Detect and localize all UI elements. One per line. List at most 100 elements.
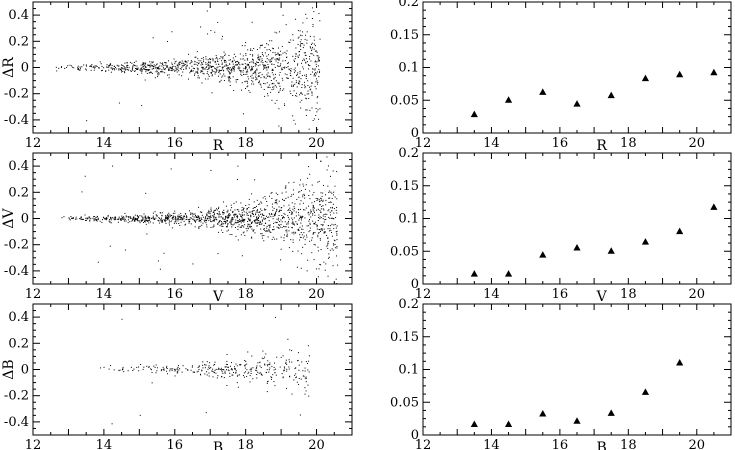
residual-point: [297, 72, 299, 74]
residual-point: [261, 52, 263, 54]
residual-point: [269, 224, 271, 226]
residual-point: [134, 219, 136, 221]
residual-point: [292, 231, 294, 233]
residual-point: [168, 69, 170, 71]
residual-point: [273, 77, 275, 79]
residual-point: [227, 211, 229, 213]
residual-point: [312, 68, 314, 70]
residual-point: [315, 197, 317, 199]
residual-point: [280, 236, 282, 238]
residual-point: [121, 68, 123, 70]
residual-point: [280, 63, 282, 65]
residual-point: [313, 75, 315, 77]
residual-point: [317, 219, 319, 221]
residual-point: [98, 67, 100, 69]
residual-point: [301, 74, 303, 76]
residual-point: [312, 46, 314, 48]
residual-point: [264, 222, 266, 224]
residual-point: [208, 375, 210, 377]
residual-point: [292, 55, 294, 57]
residual-point: [290, 68, 292, 70]
residual-point: [300, 39, 302, 41]
residual-point: [244, 367, 246, 369]
residual-point: [236, 215, 238, 217]
residual-point: [295, 47, 297, 49]
residual-point: [253, 219, 255, 221]
residual-point: [68, 218, 70, 220]
residual-point: [174, 63, 176, 65]
residual-point: [228, 215, 230, 217]
residual-point: [236, 63, 238, 65]
residual-point: [94, 218, 96, 220]
residual-point: [68, 217, 70, 219]
residual-point: [190, 223, 192, 225]
residual-point: [108, 220, 110, 222]
residual-point: [171, 67, 173, 69]
residual-point: [313, 36, 315, 38]
x-tick-label: 20: [308, 438, 325, 450]
residual-point: [300, 208, 302, 210]
residual-point: [298, 76, 300, 78]
rms-triangle-point: [573, 243, 581, 251]
residual-point: [278, 59, 280, 61]
residual-point: [320, 217, 322, 219]
residual-point: [112, 165, 114, 167]
y-tick-label: 0.15: [390, 28, 419, 43]
residual-point: [277, 219, 279, 221]
residual-point: [156, 71, 158, 73]
residual-point: [136, 366, 138, 368]
residual-point: [198, 206, 200, 208]
residual-point: [160, 370, 162, 372]
residual-point: [122, 67, 124, 69]
residual-point: [260, 213, 262, 215]
residual-point: [159, 268, 161, 270]
residual-point: [271, 72, 273, 74]
residual-point: [254, 221, 256, 223]
residual-point: [227, 217, 229, 219]
residual-point: [270, 50, 272, 52]
residual-point: [162, 67, 164, 69]
residual-point: [145, 67, 147, 69]
residual-point: [116, 218, 118, 220]
residual-point: [261, 237, 263, 239]
residual-point: [274, 238, 276, 240]
residual-point: [286, 57, 288, 59]
residual-point: [134, 220, 136, 222]
residual-point: [229, 72, 231, 74]
residual-point: [239, 374, 241, 376]
residual-point: [285, 362, 287, 364]
residual-point: [272, 74, 274, 76]
residual-point: [110, 222, 112, 224]
y-tick-label: 0.4: [8, 8, 29, 23]
residual-point: [332, 203, 334, 205]
residual-point: [221, 222, 223, 224]
residual-point: [167, 60, 169, 62]
residual-point: [238, 220, 240, 222]
residual-point: [249, 369, 251, 371]
residual-point: [292, 221, 294, 223]
residual-point: [278, 91, 280, 93]
residual-point: [299, 184, 301, 186]
residual-point: [318, 214, 320, 216]
residual-point: [170, 220, 172, 222]
residual-point: [260, 61, 262, 63]
residual-point: [219, 369, 221, 371]
residual-point: [86, 217, 88, 219]
residual-point: [255, 222, 257, 224]
residual-point: [329, 228, 331, 230]
residual-point: [241, 209, 243, 211]
residual-point: [312, 233, 314, 235]
residual-point: [201, 369, 203, 371]
residual-point: [126, 64, 128, 66]
residual-point: [306, 234, 308, 236]
residual-point: [281, 227, 283, 229]
residual-point: [227, 70, 229, 72]
residual-point: [205, 217, 207, 219]
residual-point: [247, 227, 249, 229]
residual-point: [206, 10, 208, 12]
residual-point: [253, 47, 255, 49]
residual-point: [96, 215, 98, 217]
residual-point: [120, 70, 122, 72]
residual-point: [312, 233, 314, 235]
residual-point: [283, 240, 285, 242]
